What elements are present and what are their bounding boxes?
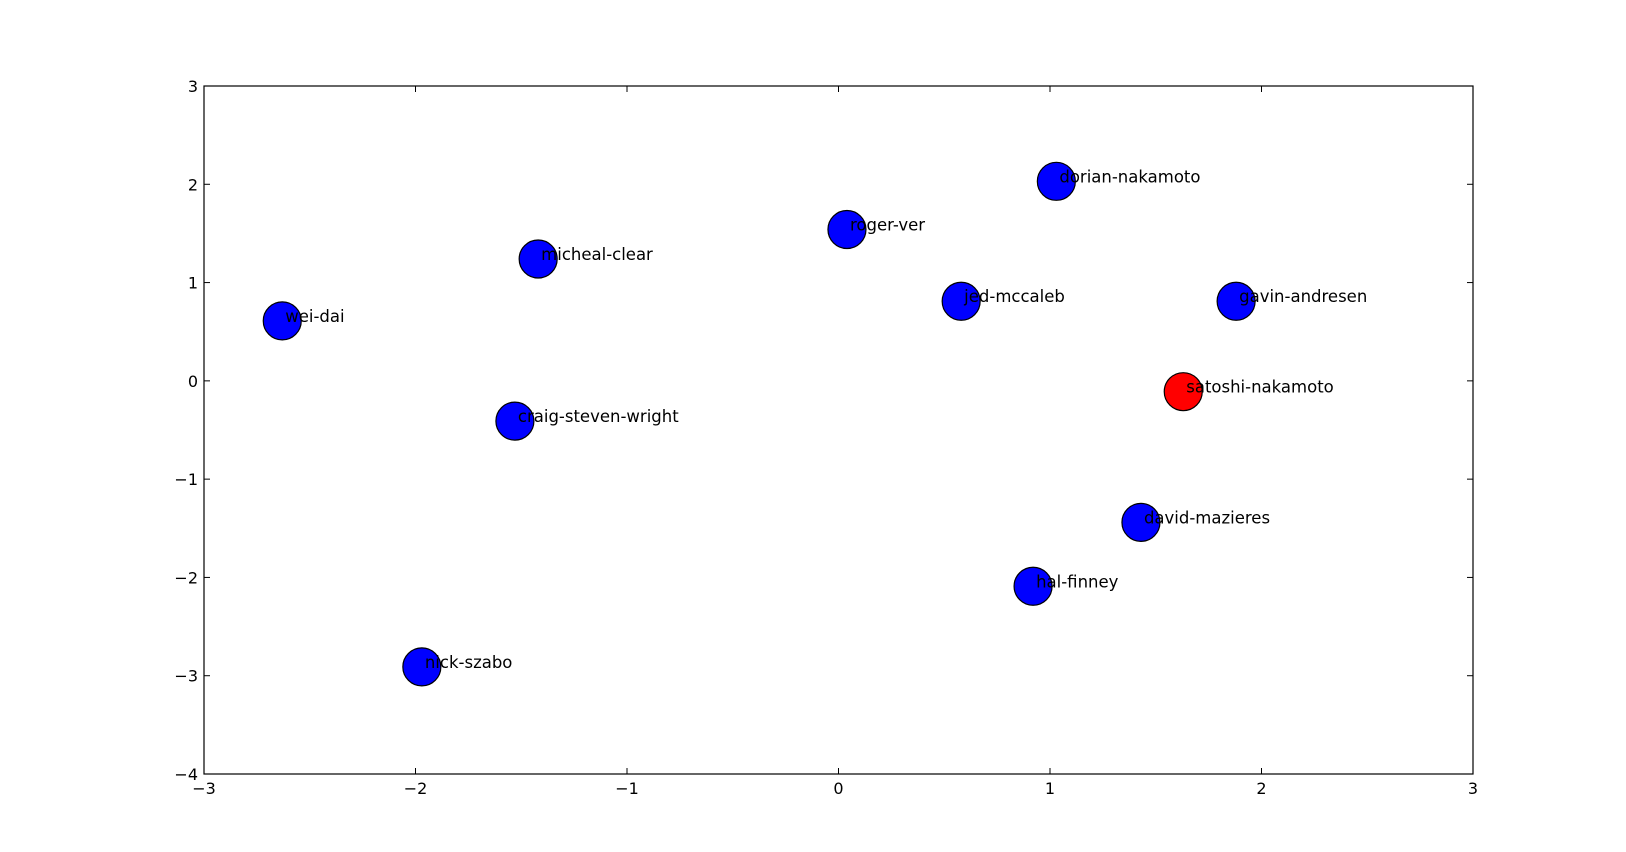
- x-tick-label: −2: [404, 779, 428, 798]
- point-marker-micheal-clear: [518, 239, 558, 279]
- point-marker-roger-ver: [827, 209, 867, 250]
- point-label-satoshi-nakamoto: satoshi-nakamoto: [1186, 378, 1334, 397]
- y-tick-label: −4: [174, 765, 198, 784]
- point-marker-jed-mccaleb: [941, 281, 981, 321]
- x-tick-label: 3: [1468, 779, 1478, 798]
- point-marker-gavin-andresen: [1216, 281, 1256, 321]
- point-label-hal-finney: hal-finney: [1036, 572, 1119, 591]
- y-tick-label: −2: [174, 568, 198, 587]
- point-marker-wei-dai: [262, 301, 302, 341]
- point-label-wei-dai: wei-dai: [285, 307, 344, 326]
- points-layer: [262, 161, 1256, 687]
- x-tick-label: −3: [192, 779, 216, 798]
- y-tick-label: 2: [188, 175, 198, 194]
- point-marker-hal-finney: [1013, 566, 1053, 606]
- point-label-david-mazieres: david-mazieres: [1144, 508, 1270, 527]
- point-label-nick-szabo: nick-szabo: [425, 653, 513, 672]
- x-tick-label: 1: [1045, 779, 1055, 798]
- labels-layer: wei-dai micheal-clear craig-steven-wright n…: [285, 167, 1367, 672]
- point-label-micheal-clear: micheal-clear: [541, 245, 653, 264]
- point-label-gavin-andresen: gavin-andresen: [1239, 287, 1367, 306]
- point-label-roger-ver: roger-ver: [850, 215, 925, 234]
- point-label-dorian-nakamoto: dorian-nakamoto: [1059, 167, 1200, 186]
- point-marker-david-mazieres: [1121, 502, 1161, 542]
- plot-frame: [203, 85, 1474, 775]
- point-marker-nick-szabo: [402, 647, 442, 687]
- point-label-jed-mccaleb: jed-mccaleb: [963, 287, 1065, 306]
- point-marker-dorian-nakamoto: [1036, 161, 1076, 201]
- y-tick-label: −3: [174, 667, 198, 686]
- y-tick-label: 1: [188, 274, 198, 293]
- point-label-craig-steven-wright: craig-steven-wright: [518, 407, 679, 426]
- point-marker-craig-steven-wright: [495, 401, 535, 441]
- y-tick-label: 0: [188, 372, 198, 391]
- x-tick-label: −1: [615, 779, 639, 798]
- y-tick-label: 3: [188, 77, 198, 96]
- point-marker-satoshi-nakamoto: [1163, 372, 1203, 412]
- y-tick-label: −1: [174, 470, 198, 489]
- x-tick-label: 0: [833, 779, 843, 798]
- x-tick-label: 2: [1256, 779, 1266, 798]
